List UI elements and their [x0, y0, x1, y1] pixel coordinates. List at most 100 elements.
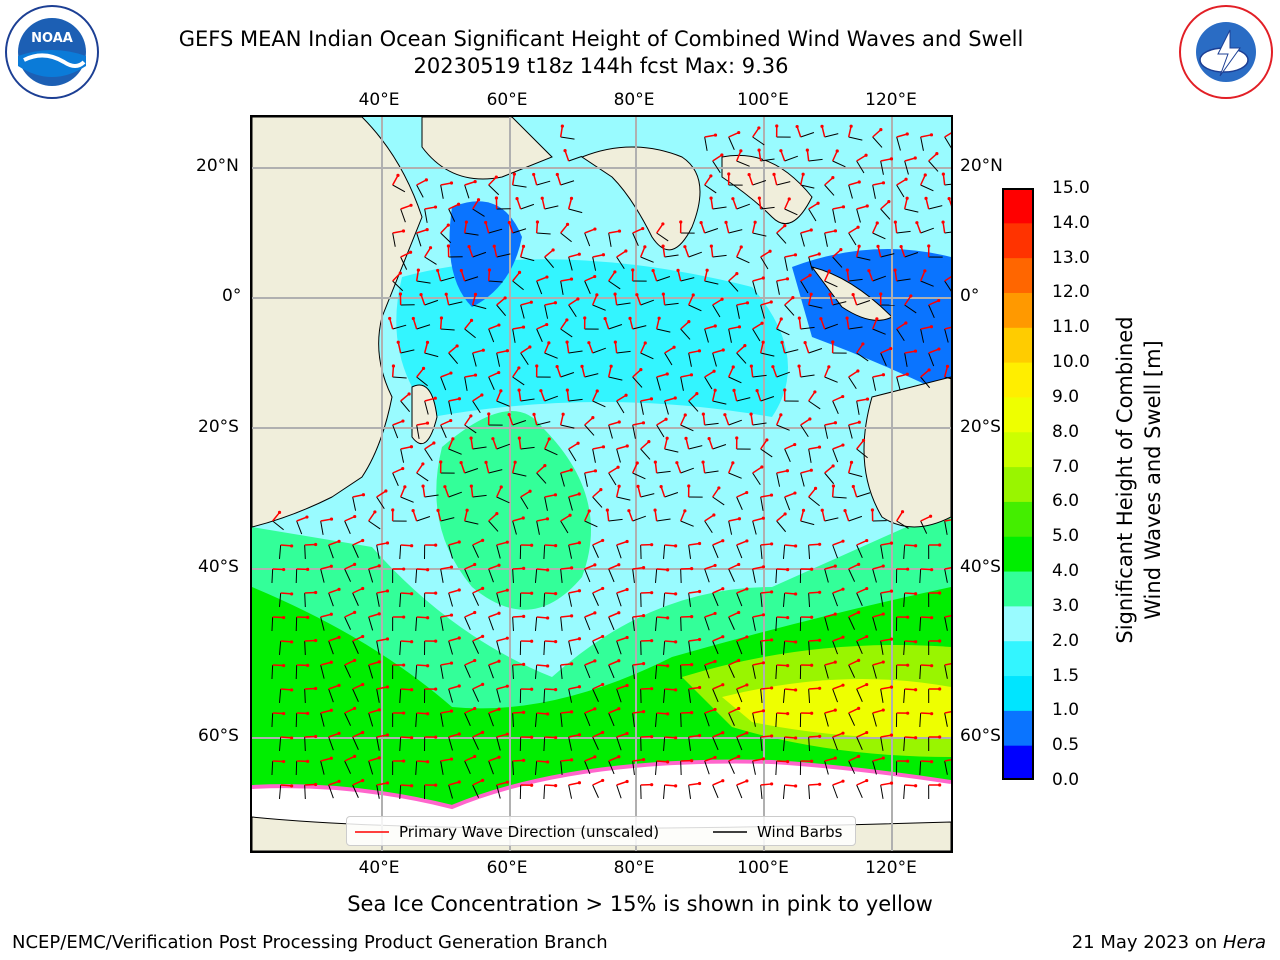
wave-direction-arrow [775, 318, 782, 330]
colorbar-swatch [1002, 710, 1034, 746]
wind-barb [592, 784, 599, 798]
wave-direction-arrowhead [636, 484, 640, 488]
wind-barb [832, 448, 839, 463]
wind-barb [415, 712, 418, 728]
wave-direction-arrowhead [385, 541, 390, 545]
wind-barb [896, 184, 905, 198]
wind-barb [416, 232, 422, 247]
wave-direction-arrow [928, 299, 940, 306]
wave-direction-arrow [894, 221, 898, 234]
wind-barb [784, 349, 799, 354]
wave-direction-arrowhead [553, 493, 558, 497]
wave-direction-arrowhead [930, 568, 934, 572]
wave-direction-arrow [544, 592, 556, 595]
wave-direction-arrowhead [641, 421, 646, 425]
wave-direction-arrowhead [761, 340, 765, 344]
wave-direction-arrowhead [426, 568, 430, 572]
wave-direction-arrow [460, 462, 466, 474]
wind-barb [808, 448, 812, 463]
wind-barb [544, 352, 558, 359]
wind-barb [520, 304, 525, 319]
wave-direction-arrowhead [893, 220, 897, 224]
wind-barb [520, 352, 529, 366]
wave-direction-arrowhead [713, 563, 717, 568]
wave-direction-arrowhead [503, 296, 507, 300]
land-africa [252, 117, 423, 528]
wave-direction-arrow [512, 367, 520, 378]
wave-direction-arrowhead [570, 710, 574, 714]
wave-direction-arrowhead [624, 249, 628, 253]
wave-direction-arrowhead [794, 592, 798, 596]
wave-direction-arrowhead [444, 292, 448, 296]
wind-barb [488, 760, 494, 775]
wave-direction-arrow [799, 510, 805, 522]
wave-direction-arrowhead [624, 393, 628, 397]
wave-direction-arrowhead [625, 779, 629, 784]
wave-direction-arrowhead [841, 779, 845, 783]
wave-direction-arrow [440, 710, 452, 714]
wave-direction-arrow [487, 269, 491, 282]
wind-barb [568, 784, 573, 799]
wind-barb [512, 520, 517, 535]
wave-direction-arrowhead [665, 436, 669, 440]
wave-direction-arrowhead [941, 220, 945, 224]
wind-barb [688, 400, 699, 412]
wind-barb [664, 254, 679, 258]
wave-direction-arrow [544, 544, 556, 547]
wave-direction-arrowhead [865, 586, 869, 591]
wave-direction-arrowhead [505, 780, 509, 784]
wave-direction-arrow [628, 510, 634, 522]
wind-barb [496, 400, 510, 407]
wind-barb [560, 136, 575, 140]
wave-direction-arrowhead [449, 371, 453, 375]
wave-direction-arrowhead [674, 640, 678, 644]
wave-direction-arrow [495, 390, 502, 402]
wind-barb [344, 664, 352, 678]
wave-direction-arrowhead [617, 563, 621, 567]
wave-direction-arrow [848, 421, 860, 426]
lat-label-right-40s: 40°S [960, 557, 1001, 577]
colorbar-tick-label: 5.0 [1052, 526, 1080, 547]
wave-direction-arrow [871, 222, 878, 234]
wave-direction-arrowhead [772, 172, 776, 176]
wave-direction-arrowhead [737, 610, 741, 615]
wave-direction-arrowhead [617, 707, 621, 711]
wave-direction-arrow [848, 370, 859, 378]
wave-direction-arrow [664, 784, 676, 787]
wave-direction-arrow [560, 469, 572, 474]
wave-direction-arrowhead [434, 735, 438, 739]
wave-direction-arrow [896, 178, 907, 186]
wave-direction-arrow [352, 587, 364, 594]
wave-direction-arrowhead [528, 489, 532, 493]
wave-direction-arrowhead [314, 638, 318, 643]
wave-direction-arrowhead [833, 756, 837, 760]
wave-direction-arrow [328, 588, 340, 594]
wind-barb [775, 616, 778, 632]
wind-barb [903, 592, 906, 608]
wave-direction-arrow [872, 565, 884, 570]
wind-barb [632, 376, 643, 388]
wave-direction-arrow [848, 755, 859, 762]
wave-direction-arrow [704, 612, 716, 618]
wave-direction-arrowhead [410, 640, 414, 644]
wave-direction-arrow [704, 564, 716, 570]
wave-direction-arrow [904, 688, 916, 691]
wind-barb [416, 376, 428, 387]
wave-direction-arrow [416, 367, 425, 378]
wind-barb [560, 568, 563, 583]
wave-direction-arrow [447, 438, 454, 450]
wind-barb [352, 544, 359, 558]
wave-direction-arrowhead [841, 587, 845, 591]
lon-label-top-120e: 120°E [865, 90, 917, 110]
wave-direction-arrowhead [697, 685, 702, 690]
wave-direction-arrow [592, 253, 604, 258]
wave-direction-arrow [472, 394, 483, 402]
wind-barb [399, 784, 402, 800]
wave-direction-arrowhead [713, 388, 717, 392]
wave-direction-arrowhead [521, 244, 526, 248]
wave-direction-arrowhead [570, 758, 574, 762]
wave-direction-arrowhead [849, 124, 853, 128]
wave-direction-arrowhead [737, 517, 742, 521]
wave-direction-arrow [824, 421, 836, 426]
wind-barb [728, 280, 739, 292]
